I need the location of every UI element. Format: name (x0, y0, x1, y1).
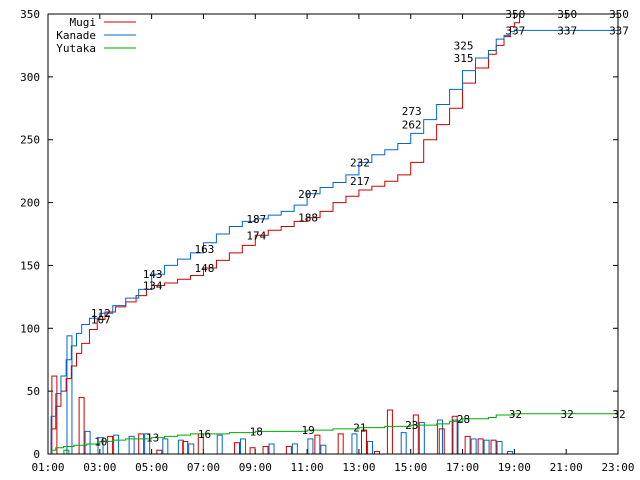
bar-kanade (367, 440, 373, 455)
data-label-yutaka: 28 (457, 413, 470, 426)
bar-kanade (307, 438, 314, 455)
data-label-kanade: 337 (557, 24, 577, 37)
y-tick-label: 50 (27, 385, 40, 398)
legend-label: Mugi (70, 16, 97, 29)
lines-layer (48, 13, 618, 455)
data-label-mugi: 148 (195, 262, 215, 275)
bars-layer (51, 335, 513, 455)
bar-kanade (268, 443, 275, 455)
data-label-mugi: 217 (350, 175, 370, 188)
data-label-yutaka: 32 (561, 408, 574, 421)
bar-yutaka (63, 449, 70, 455)
data-label-yutaka: 16 (198, 428, 211, 441)
y-tick-label: 150 (20, 259, 40, 272)
bar-kanade (351, 433, 358, 455)
x-tick-label: 07:00 (187, 461, 220, 474)
bar-mugi (464, 435, 471, 455)
x-tick-label: 05:00 (135, 461, 168, 474)
data-label-kanade: 112 (91, 307, 111, 320)
bar-kanade (400, 432, 407, 455)
bar-mugi (138, 433, 145, 455)
bar-kanade (470, 438, 477, 455)
data-label-kanade: 143 (143, 268, 163, 281)
series-line-mugi (48, 13, 618, 455)
bar-mugi (386, 409, 393, 455)
data-label-mugi: 174 (246, 229, 266, 242)
data-label-yutaka: 19 (301, 424, 314, 437)
data-label-kanade: 337 (609, 24, 629, 37)
data-label-mugi: 325 (454, 39, 474, 52)
x-axis-ticks: 01:00 03:00 05:00 07:00 09:00 11:00 13:00 15:00… (31, 14, 635, 474)
data-label-yutaka: 10 (94, 435, 107, 448)
y-tick-label: 350 (20, 8, 40, 21)
data-label-kanade: 207 (298, 188, 318, 201)
data-label-kanade: 163 (195, 243, 215, 256)
x-tick-label: 03:00 (83, 461, 116, 474)
x-tick-label: 21:00 (550, 461, 583, 474)
series-line-kanade (48, 29, 618, 455)
y-tick-label: 300 (20, 71, 40, 84)
bar-mugi (234, 442, 241, 455)
x-tick-label: 13:00 (342, 461, 375, 474)
bar-mugi (314, 434, 321, 455)
bar-kanade (162, 438, 169, 455)
data-label-yutaka: 13 (146, 432, 159, 445)
y-tick-label: 0 (33, 448, 40, 461)
bar-mugi (107, 435, 114, 455)
y-tick-label: 200 (20, 197, 40, 210)
bar-mugi (156, 449, 163, 455)
data-label-yutaka: 18 (250, 425, 263, 438)
legend-label: Yutaka (56, 42, 96, 55)
bar-mugi (490, 439, 497, 455)
y-tick-label: 100 (20, 322, 40, 335)
x-tick-label: 23:00 (601, 461, 634, 474)
data-label-mugi: 134 (143, 280, 163, 293)
bar-kanade (84, 430, 91, 455)
bar-kanade (113, 434, 120, 455)
bar-kanade (496, 440, 503, 455)
bar-mugi (337, 433, 344, 455)
bar-kanade (188, 443, 195, 455)
data-label-mugi: 262 (402, 119, 422, 132)
data-label-mugi: 188 (298, 212, 318, 225)
data-label-yutaka: 21 (353, 422, 366, 435)
plot-frame (47, 13, 619, 455)
data-label-yutaka: 23 (405, 419, 418, 432)
data-label-mugi: 350 (609, 8, 629, 21)
data-label-kanade: 315 (454, 52, 474, 65)
bar-mugi (438, 428, 445, 455)
x-tick-label: 09:00 (239, 461, 272, 474)
x-tick-label: 17:00 (446, 461, 479, 474)
bar-kanade (240, 438, 247, 455)
data-label-kanade: 273 (402, 105, 422, 118)
bar-mugi (477, 438, 484, 455)
bar-kanade (483, 439, 490, 455)
bar-mugi (262, 445, 269, 455)
bar-mugi (249, 447, 256, 455)
data-label-kanade: 232 (350, 156, 370, 169)
x-tick-label: 01:00 (31, 461, 64, 474)
data-label-yutaka: 32 (612, 408, 625, 421)
data-label-yutaka: 32 (509, 408, 522, 421)
series-line-yutaka (48, 413, 618, 455)
bar-kanade (436, 419, 443, 455)
data-label-mugi: 107 (91, 313, 111, 326)
bar-kanade (320, 444, 327, 455)
y-axis-ticks: 0 50 100 150 200 250 300 350 (20, 8, 618, 461)
x-tick-label: 19:00 (498, 461, 531, 474)
bar-kanade (291, 443, 298, 455)
y-tick-label: 250 (20, 134, 40, 147)
x-tick-label: 15:00 (394, 461, 427, 474)
x-tick-label: 11:00 (291, 461, 324, 474)
data-label-kanade: 337 (505, 24, 525, 37)
bar-kanade (216, 434, 223, 455)
bar-mugi (285, 445, 292, 455)
data-label-kanade: 187 (246, 213, 266, 226)
legend-label: Kanade (56, 29, 96, 42)
bar-kanade (418, 422, 425, 455)
